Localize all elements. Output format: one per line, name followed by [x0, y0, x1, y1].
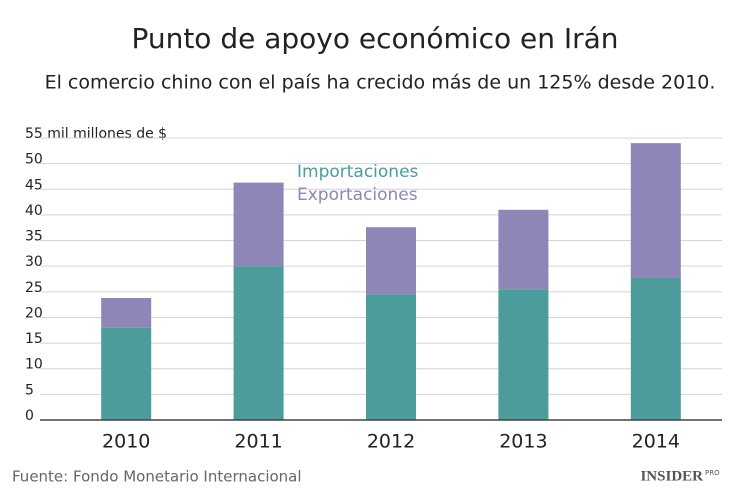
y-tick-label: 55 mil millones de $	[25, 126, 167, 142]
y-tick-label: 45	[25, 177, 43, 193]
y-tick-label: 35	[25, 229, 43, 245]
chart-subtitle: El comercio chino con el país ha crecido…	[45, 72, 716, 94]
bar-segment	[233, 266, 284, 420]
bar-segment	[101, 297, 152, 328]
y-tick-label: 5	[25, 382, 34, 398]
y-tick-label: 30	[25, 254, 43, 270]
bar-segment	[233, 182, 284, 267]
legend-label: Exportaciones	[297, 185, 418, 205]
bar-segment	[366, 294, 416, 420]
x-tick-label: 2012	[367, 431, 415, 453]
bar-segment	[498, 209, 549, 290]
bar-segment	[630, 277, 681, 420]
y-tick-label: 25	[25, 280, 43, 296]
bar-segment	[498, 289, 549, 420]
logo-sub: PRO	[705, 469, 720, 477]
x-tick-label: 2014	[632, 431, 680, 453]
y-tick-label: 0	[25, 408, 34, 424]
logo: INSIDER	[640, 468, 703, 484]
source: Fuente: Fondo Monetario Internacional	[12, 468, 302, 486]
y-tick-label: 50	[25, 152, 43, 168]
y-tick-label: 20	[25, 305, 43, 321]
y-tick-label: 10	[25, 357, 43, 373]
chart-title: Punto de apoyo económico en Irán	[131, 22, 618, 55]
bar-segment	[101, 327, 152, 420]
y-tick-label: 15	[25, 331, 43, 347]
bar-segment	[630, 143, 681, 278]
x-tick-label: 2011	[234, 431, 282, 453]
x-tick-label: 2010	[102, 431, 150, 453]
x-tick-label: 2013	[499, 431, 547, 453]
legend-label: Importaciones	[297, 162, 419, 182]
bar-segment	[366, 227, 416, 295]
y-tick-label: 40	[25, 203, 43, 219]
